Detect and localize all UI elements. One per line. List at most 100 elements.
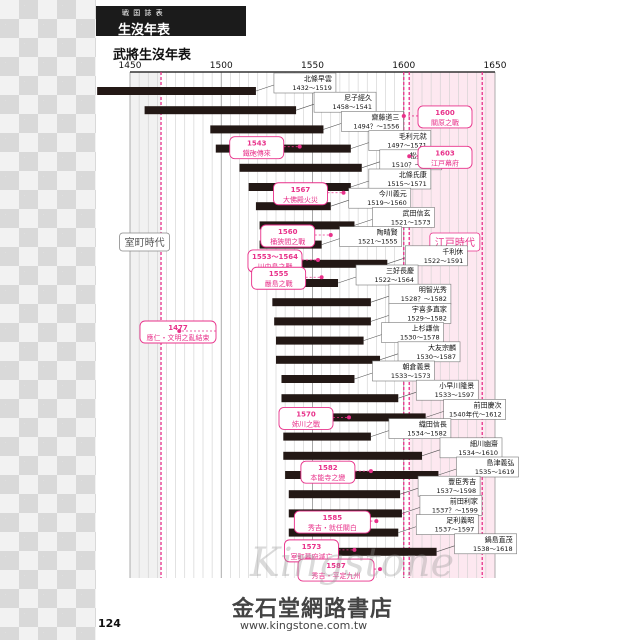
callout-line bbox=[387, 257, 406, 265]
x-tick-label: 1550 bbox=[301, 61, 324, 71]
life-bar bbox=[283, 432, 371, 441]
callout-line bbox=[350, 142, 369, 149]
person-years: 1521～1555 bbox=[358, 238, 398, 246]
person-years: 1537？～1599 bbox=[432, 506, 478, 514]
callout-line bbox=[436, 545, 455, 553]
person-years: 1534～1610 bbox=[458, 449, 498, 457]
person-name: 前田慶次 bbox=[474, 400, 502, 409]
life-bar bbox=[97, 87, 256, 95]
person-name: 豐臣秀吉 bbox=[448, 477, 476, 486]
event-dot bbox=[401, 113, 406, 118]
event-dot bbox=[328, 233, 333, 237]
life-bar bbox=[281, 375, 355, 383]
life-bar bbox=[272, 298, 371, 307]
life-bar bbox=[283, 451, 422, 460]
callout-line bbox=[363, 334, 382, 341]
life-bar bbox=[239, 163, 362, 172]
event-box bbox=[278, 406, 334, 430]
watermark: Kingstone bbox=[250, 540, 455, 586]
person-name: 今川義元 bbox=[379, 189, 407, 198]
event-box bbox=[229, 136, 285, 160]
person-years: 1530～1578 bbox=[400, 334, 440, 342]
person-years: 1535～1619 bbox=[475, 468, 515, 476]
event-year: 1543 bbox=[247, 140, 267, 148]
event-dot bbox=[319, 275, 324, 280]
page-number: 124 bbox=[98, 617, 121, 630]
name-box bbox=[415, 514, 479, 535]
person-name: 足利義昭 bbox=[446, 516, 474, 525]
event-year: 1477 bbox=[168, 324, 188, 332]
person-years: 1530～1587 bbox=[416, 353, 456, 361]
callout-line bbox=[398, 526, 417, 533]
callout-line bbox=[400, 487, 419, 495]
callout-line bbox=[321, 238, 340, 245]
callout-line bbox=[330, 199, 349, 207]
callout-line bbox=[354, 372, 373, 380]
chart-title: 武將生沒年表 bbox=[113, 48, 192, 63]
event-name: 姉川之戰 bbox=[292, 419, 320, 428]
period-label-box bbox=[119, 232, 170, 252]
callout-line bbox=[337, 276, 357, 284]
callout-line bbox=[350, 180, 369, 188]
person-years: 1510？～1577 bbox=[392, 161, 438, 169]
person-name: 細川幽齋 bbox=[470, 439, 498, 448]
event-name: 室町幕府滅亡 bbox=[290, 552, 332, 561]
name-box bbox=[456, 456, 519, 478]
person-name: 千利休 bbox=[442, 247, 463, 256]
callout-line bbox=[295, 103, 315, 111]
callout-line bbox=[370, 430, 389, 437]
person-years: 1494？～1556 bbox=[353, 122, 399, 130]
person-years: 1432～1519 bbox=[292, 84, 332, 92]
event-name: 嚴島之戰 bbox=[265, 279, 293, 288]
event-box bbox=[273, 182, 328, 206]
person-years: 1522～1591 bbox=[424, 257, 464, 265]
life-bar bbox=[288, 490, 401, 499]
event-year: 1582 bbox=[318, 464, 338, 472]
life-bar bbox=[290, 547, 437, 556]
person-name: 毛利元就 bbox=[399, 132, 427, 141]
checker-background bbox=[0, 0, 96, 640]
person-name: 齋藤道三 bbox=[371, 112, 399, 121]
callout-line bbox=[421, 449, 441, 457]
life-bar bbox=[276, 336, 364, 345]
event-box bbox=[297, 558, 375, 582]
callout-line bbox=[361, 161, 380, 169]
site-name: 金石堂網路書店 bbox=[232, 596, 394, 622]
event-box bbox=[300, 460, 356, 484]
person-name: 尼子經久 bbox=[344, 93, 372, 102]
callout-line bbox=[370, 295, 389, 303]
life-bar bbox=[285, 471, 439, 479]
period-label-group: 室町時代 bbox=[119, 232, 170, 252]
person-years: 1515～1571 bbox=[387, 180, 427, 188]
life-bar bbox=[261, 259, 388, 268]
event-year: 1573 bbox=[302, 543, 322, 551]
event-dot bbox=[368, 469, 373, 474]
person-name: 北條早雲 bbox=[304, 74, 332, 83]
event-name: 川中島之戰 bbox=[257, 262, 292, 271]
person-name: 陶晴賢 bbox=[377, 228, 398, 237]
event-dot bbox=[352, 547, 357, 552]
event-name: 秀吉・就任關白 bbox=[308, 523, 357, 532]
event-year: 1603 bbox=[435, 149, 455, 157]
life-bar bbox=[255, 202, 331, 211]
x-tick-label: 1650 bbox=[484, 61, 507, 71]
x-tick-label: 1600 bbox=[392, 61, 415, 71]
life-bar bbox=[274, 317, 371, 326]
person-years: 1537～1597 bbox=[435, 526, 475, 534]
person-years: 1522～1564 bbox=[374, 276, 414, 284]
callout-line bbox=[370, 315, 389, 322]
callout-line bbox=[425, 411, 444, 418]
person-years: 1537～1598 bbox=[437, 487, 477, 495]
event-name: 應仁・文明之亂結束 bbox=[147, 333, 210, 342]
event-name: 江戸幕府 bbox=[431, 158, 459, 167]
callout-line bbox=[379, 353, 399, 361]
callout-line bbox=[354, 219, 373, 226]
person-name: 小早川隆景 bbox=[439, 381, 474, 390]
event-year: 1567 bbox=[291, 186, 311, 194]
person-years: 1534～1582 bbox=[407, 430, 447, 438]
name-box bbox=[372, 360, 435, 382]
name-box bbox=[372, 207, 435, 228]
event-box bbox=[417, 105, 473, 129]
header-title: 生沒年表 bbox=[118, 23, 171, 38]
